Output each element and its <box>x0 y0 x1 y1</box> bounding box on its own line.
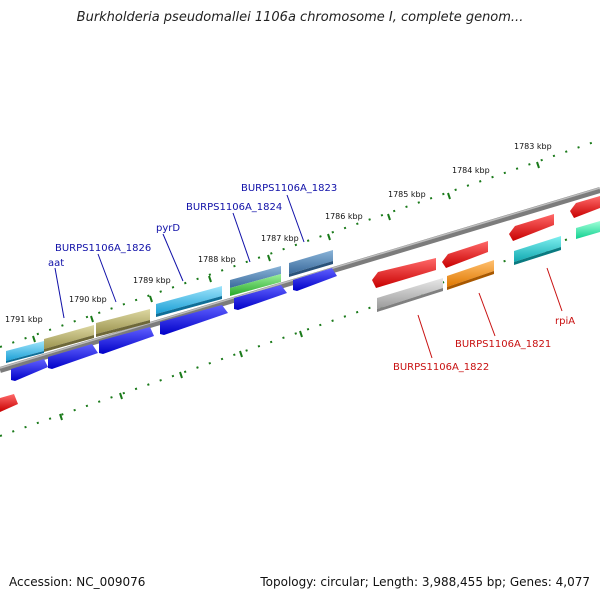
gene-feature[interactable] <box>570 196 600 218</box>
gene-feature[interactable] <box>447 260 494 290</box>
outer-tick-ring <box>0 139 600 348</box>
topology-text: Topology: circular; Length: 3,988,455 bp… <box>260 575 590 589</box>
gene-feature[interactable] <box>230 266 281 296</box>
kbp-label-1784: 1784 kbp <box>452 166 490 175</box>
outer-major-ticks <box>32 161 540 343</box>
gene-feature[interactable] <box>234 285 287 310</box>
gene-feature[interactable] <box>44 325 94 352</box>
kbp-label-1789: 1789 kbp <box>133 276 171 285</box>
kbp-label-1786: 1786 kbp <box>325 212 363 221</box>
gene-label-aat[interactable]: aat <box>48 258 64 269</box>
gene-feature[interactable] <box>442 241 488 268</box>
accession-text: Accession: NC_009076 <box>9 575 146 589</box>
gene-label-burps1106a-1822[interactable]: BURPS1106A_1822 <box>393 362 489 373</box>
kbp-label-1785: 1785 kbp <box>388 190 426 199</box>
gene-feature[interactable] <box>576 221 600 239</box>
gene-feature[interactable] <box>156 286 222 317</box>
kbp-label-1791: 1791 kbp <box>5 315 43 324</box>
gene-feature[interactable] <box>11 359 48 381</box>
gene-label-leaders-bottom <box>417 267 563 359</box>
kbp-label-1788: 1788 kbp <box>198 255 236 264</box>
gene-feature[interactable] <box>96 309 150 337</box>
gene-label-burps1106a-1826[interactable]: BURPS1106A_1826 <box>55 243 151 254</box>
gene-feature[interactable] <box>48 344 98 369</box>
kbp-label-1790: 1790 kbp <box>69 295 107 304</box>
gene-label-burps1106a-1821[interactable]: BURPS1106A_1821 <box>455 339 551 350</box>
gene-label-leaders-top <box>54 194 305 319</box>
gene-feature[interactable] <box>372 258 436 288</box>
gene-feature[interactable] <box>514 236 561 265</box>
gene-label-burps1106a-1823[interactable]: BURPS1106A_1823 <box>241 183 337 194</box>
gene-feature[interactable] <box>377 278 443 312</box>
gene-feature[interactable] <box>160 305 228 335</box>
gene-feature[interactable] <box>99 327 154 354</box>
gene-feature[interactable] <box>509 214 554 241</box>
gene-label-burps1106a-1824[interactable]: BURPS1106A_1824 <box>186 202 282 213</box>
gene-feature[interactable] <box>0 394 18 412</box>
gene-feature[interactable] <box>289 250 333 277</box>
gene-label-pyrd[interactable]: pyrD <box>156 223 180 234</box>
gene-feature[interactable] <box>6 341 44 363</box>
inner-tick-ring <box>0 227 600 437</box>
gene-label-rpia[interactable]: rpiA <box>555 316 575 327</box>
map-title: Burkholderia pseudomallei 1106a chromoso… <box>76 10 524 25</box>
kbp-label-1783: 1783 kbp <box>514 142 552 151</box>
kbp-label-1787: 1787 kbp <box>261 234 299 243</box>
gene-feature[interactable] <box>293 268 337 291</box>
